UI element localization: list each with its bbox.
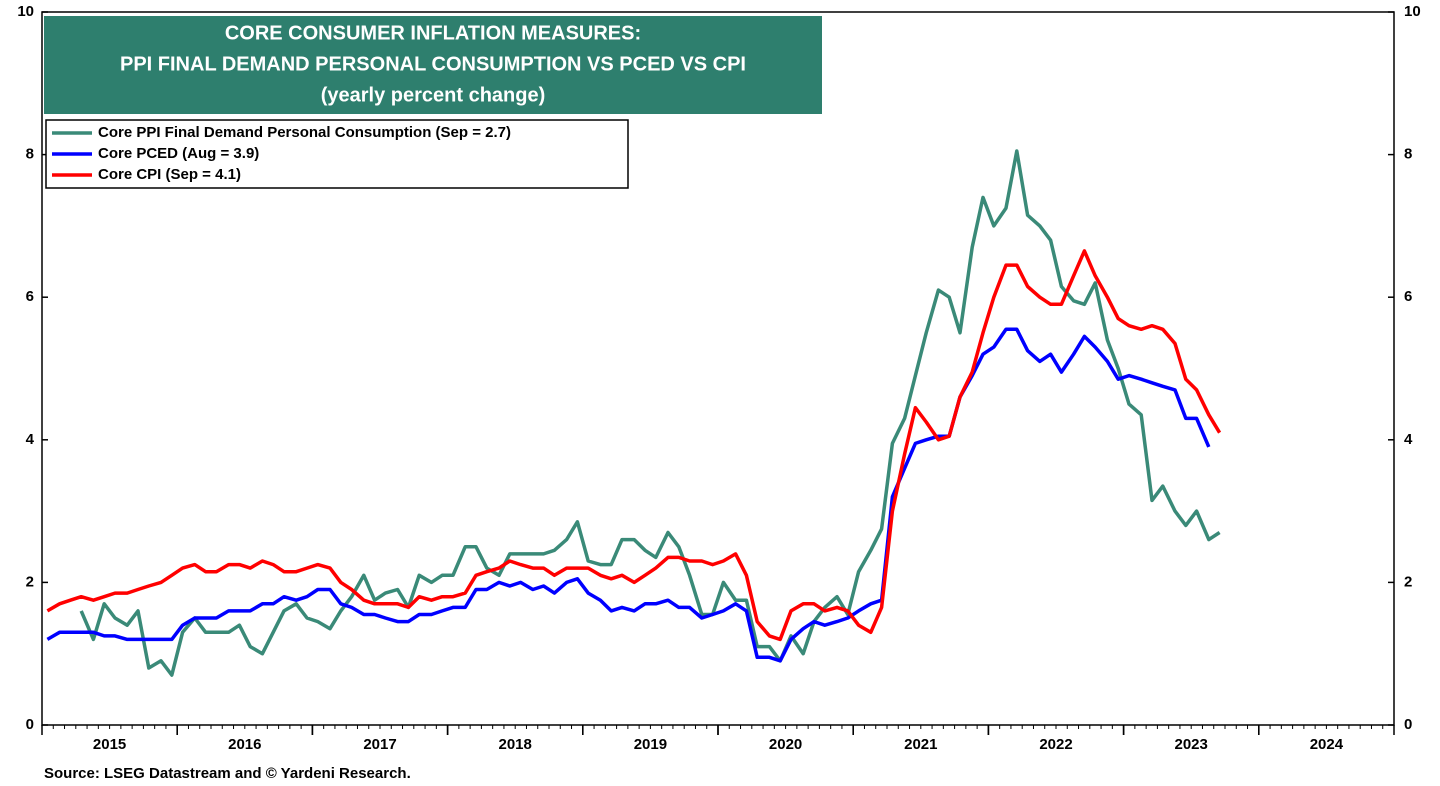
title-box: [44, 16, 822, 114]
x-tick-label: 2015: [93, 736, 126, 753]
source: Source: LSEG Datastream and © Yardeni Re…: [44, 765, 411, 782]
legend-label: Core PCED (Aug = 3.9): [98, 145, 259, 162]
y-tick-label: 0: [26, 716, 34, 733]
series-line: [46, 249, 1222, 642]
y-tick-label: 2: [26, 573, 34, 590]
x-tick-label: 2017: [363, 736, 396, 753]
y-tick-label: 6: [26, 288, 34, 305]
y2-tick-label: 10: [1404, 3, 1421, 20]
y-tick-label: 10: [17, 3, 34, 20]
y2-tick-label: 4: [1404, 431, 1413, 448]
legend-label: Core PPI Final Demand Personal Consumpti…: [98, 124, 511, 141]
chart-title: PPI FINAL DEMAND PERSONAL CONSUMPTION VS…: [120, 53, 746, 75]
legend-box: [45, 119, 629, 189]
y2-tick-label: 8: [1404, 146, 1412, 163]
x-tick-label: 2024: [1310, 736, 1344, 753]
x-tick-label: 2019: [634, 736, 667, 753]
x-tick-label: 2022: [1039, 736, 1072, 753]
x-tick-label: 2023: [1175, 736, 1208, 753]
x-tick-label: 2020: [769, 736, 802, 753]
series-line: [79, 149, 1221, 677]
chart-title: (yearly percent change): [321, 84, 546, 106]
series-line: [46, 327, 1211, 663]
y-tick-label: 4: [26, 431, 35, 448]
y-tick-label: 8: [26, 146, 34, 163]
y2-tick-label: 2: [1404, 573, 1412, 590]
x-tick-label: 2021: [904, 736, 937, 753]
chart-title: CORE CONSUMER INFLATION MEASURES:: [225, 22, 641, 44]
y2-tick-label: 0: [1404, 716, 1412, 733]
x-tick-label: 2016: [228, 736, 261, 753]
x-tick-label: 2018: [499, 736, 532, 753]
legend-label: Core CPI (Sep = 4.1): [98, 166, 241, 183]
y2-tick-label: 6: [1404, 288, 1412, 305]
plot-area: [41, 11, 1395, 726]
